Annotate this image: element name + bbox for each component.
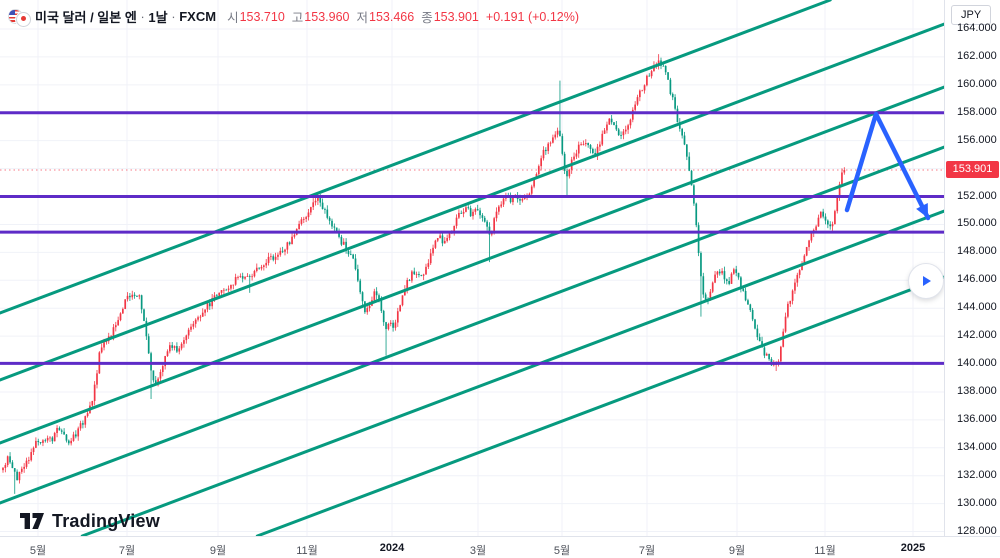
price-tick-label: 158.000 — [957, 105, 997, 118]
channel-trend-line[interactable] — [0, 85, 944, 445]
high-label: 고 — [291, 11, 304, 25]
interval-label[interactable]: 1날 — [148, 10, 168, 25]
price-tick-label: 134.000 — [957, 440, 997, 453]
ohlc-values: 시 153.710 고 153.960 저 153.466 종 153.901 — [227, 7, 479, 26]
time-tick-label: 3월 — [469, 545, 487, 557]
price-tick-label: 150.000 — [957, 217, 997, 230]
price-tick-label: 144.000 — [957, 301, 997, 314]
time-axis[interactable]: 5월 7월 9월 11월 2024 3월 5월 7월 9월 11월 2025 — [0, 536, 1000, 558]
open-label: 시 — [227, 11, 239, 25]
watermark-text: TradingView — [52, 511, 160, 531]
current-price-badge: 153.901 — [946, 161, 999, 178]
projection-arrow[interactable] — [844, 111, 931, 221]
price-tick-label: 130.000 — [957, 496, 997, 509]
channel-trend-line[interactable] — [0, 145, 944, 505]
time-tick-label: 9월 — [728, 545, 746, 557]
symbol-name[interactable]: 미국 달러 / 일본 엔 — [35, 10, 137, 25]
price-tick-label: 138.000 — [957, 384, 997, 397]
price-tick-label: 132.000 — [957, 468, 997, 481]
price-tick-label: 148.000 — [957, 245, 997, 258]
price-change: +0.191 (+0.12%) — [485, 9, 580, 24]
candles — [2, 54, 846, 494]
channel-trend-line[interactable] — [0, 22, 944, 382]
projection-arrow-head — [916, 203, 928, 218]
chart-pane[interactable]: 미국 달러 / 일본 엔 ∙ 1날 ∙ FXCM 시 153.710 고 153.9… — [0, 0, 944, 536]
price-tick-label: 142.000 — [957, 329, 997, 342]
exchange-label[interactable]: FXCM — [179, 9, 217, 24]
price-tick-label: 140.000 — [957, 357, 997, 370]
separator-dot: ∙ — [171, 9, 176, 24]
symbol-header: 미국 달러 / 일본 엔 ∙ 1날 ∙ FXCM 시 153.710 고 153.9… — [8, 7, 580, 27]
tradingview-watermark: TradingView — [20, 511, 160, 532]
low-label: 저 — [356, 11, 368, 25]
close-value: 153.901 — [433, 9, 479, 24]
time-tick-label: 7월 — [118, 545, 136, 557]
channel-trend-line[interactable] — [255, 275, 944, 536]
open-value: 153.710 — [239, 9, 285, 24]
low-value: 153.466 — [369, 9, 415, 24]
channel-trend-line[interactable] — [0, 0, 832, 315]
high-value: 153.960 — [304, 9, 350, 24]
price-tick-label: 162.000 — [957, 49, 997, 62]
separator-dot: ∙ — [140, 9, 145, 24]
price-axis[interactable]: JPY 153.901 164.000 162.000 160.000 158.000… — [944, 0, 1000, 537]
usdjpy-pair-icon — [8, 8, 31, 27]
close-label: 종 — [421, 11, 433, 25]
tradingview-logo-icon — [20, 513, 44, 529]
time-tick-label: 9월 — [209, 545, 227, 557]
time-tick-label: 7월 — [638, 545, 656, 557]
currency-label[interactable]: JPY — [951, 5, 992, 25]
time-tick-label: 5월 — [29, 545, 47, 557]
price-tick-label: 136.000 — [957, 412, 997, 425]
time-tick-label: 5월 — [553, 545, 571, 557]
price-tick-label: 146.000 — [957, 273, 997, 286]
go-to-realtime-button[interactable] — [908, 263, 944, 299]
price-tick-label: 128.000 — [957, 524, 997, 537]
time-tick-label: 2024 — [379, 542, 405, 554]
time-tick-label: 2025 — [900, 542, 926, 554]
play-icon — [923, 276, 931, 286]
price-tick-label: 160.000 — [957, 77, 997, 90]
candlestick-chart[interactable] — [0, 0, 944, 536]
time-tick-label: 11월 — [814, 545, 836, 557]
price-tick-label: 152.000 — [957, 189, 997, 202]
price-tick-label: 164.000 — [957, 22, 997, 34]
time-tick-label: 11월 — [296, 545, 318, 557]
channel-trend-line[interactable] — [80, 209, 944, 536]
price-tick-label: 156.000 — [957, 133, 997, 146]
